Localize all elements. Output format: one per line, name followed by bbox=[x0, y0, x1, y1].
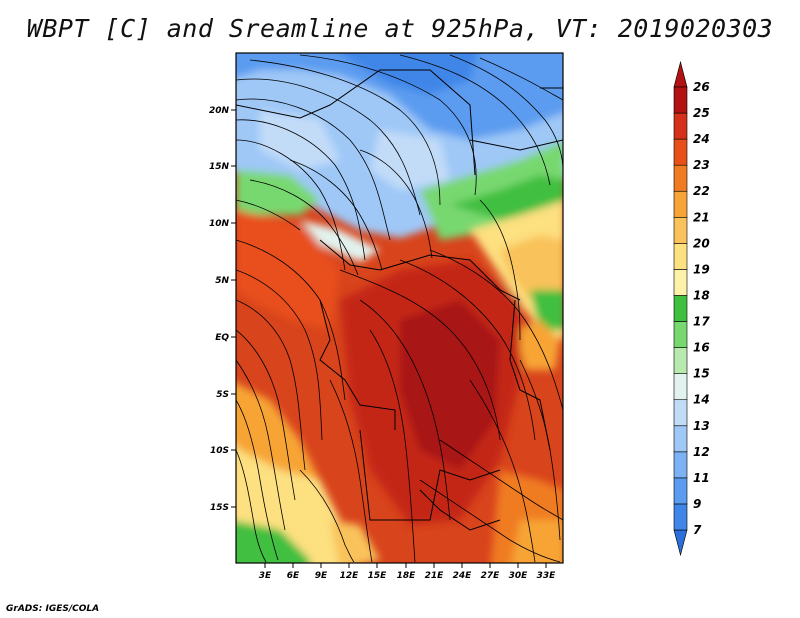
lon-label-30e: 30E bbox=[509, 571, 529, 581]
wbpt-shading bbox=[236, 53, 563, 563]
country-borders bbox=[236, 69, 563, 531]
colorbar-swatch bbox=[673, 321, 688, 348]
plot-frame bbox=[235, 52, 564, 564]
lat-label-5s: 5S bbox=[216, 390, 229, 400]
colorbar-label: 24 bbox=[693, 132, 710, 146]
lat-label-eq: EQ bbox=[215, 333, 229, 343]
lon-label-9e: 9E bbox=[315, 571, 328, 581]
lat-label-20n: 20N bbox=[209, 106, 230, 116]
colorbar-label: 11 bbox=[693, 471, 710, 485]
colorbar-label: 14 bbox=[693, 393, 710, 407]
lon-label-18e: 18E bbox=[397, 571, 417, 581]
colorbar-label: 23 bbox=[693, 158, 710, 172]
lat-label-10n: 10N bbox=[209, 219, 230, 229]
colorbar-label: 9 bbox=[693, 497, 701, 511]
colorbar-swatch bbox=[673, 269, 688, 296]
colorbar-label: 15 bbox=[693, 367, 710, 381]
map-title: WBPT [C] and Sreamline at 925hPa, VT: 20… bbox=[26, 14, 774, 43]
lat-label-5n: 5N bbox=[215, 276, 229, 286]
colorbar-swatch bbox=[673, 164, 688, 192]
lon-label-33e: 33E bbox=[537, 571, 557, 581]
colorbar-swatch bbox=[673, 503, 688, 531]
colorbar-swatch bbox=[673, 425, 688, 453]
colorbar-label: 22 bbox=[693, 184, 710, 198]
colorbar-swatch bbox=[673, 477, 688, 505]
colorbar-swatch bbox=[673, 347, 688, 374]
colorbar-labels: 7 9 11 12 13 14 15 16 17 18 19 20 21 22 23 24 25 26 bbox=[693, 80, 710, 537]
colorbar-swatch bbox=[673, 112, 688, 140]
colorbar-swatch bbox=[673, 86, 688, 114]
colorbar-top-arrow bbox=[673, 60, 688, 88]
colorbar: 7 9 11 12 13 14 15 16 17 18 19 20 21 22 23 24 25 26 bbox=[673, 60, 710, 557]
lon-label-24e: 24E bbox=[453, 571, 473, 581]
colorbar-label: 13 bbox=[693, 419, 710, 433]
colorbar-swatch bbox=[673, 216, 688, 244]
colorbar-label: 7 bbox=[693, 523, 702, 537]
colorbar-label: 18 bbox=[693, 288, 710, 302]
colorbar-label: 25 bbox=[693, 106, 710, 120]
lon-label-27e: 27E bbox=[481, 571, 501, 581]
lat-label-15n: 15N bbox=[209, 162, 230, 172]
colorbar-label: 20 bbox=[693, 236, 710, 250]
colorbar-swatch bbox=[673, 295, 688, 322]
colorbar-swatch bbox=[673, 373, 688, 401]
lat-label-15s: 15S bbox=[210, 503, 229, 513]
lon-label-3e: 3E bbox=[259, 571, 272, 581]
colorbar-label: 12 bbox=[693, 445, 710, 459]
colorbar-swatch bbox=[673, 190, 688, 218]
colorbar-swatch bbox=[673, 243, 688, 270]
colorbar-label: 21 bbox=[693, 210, 710, 224]
colorbar-label: 26 bbox=[693, 80, 710, 94]
colorbar-label: 17 bbox=[693, 315, 710, 329]
credit-text: GrADS: IGES/COLA bbox=[6, 604, 100, 614]
latitude-axis: 20N 15N 10N 5N EQ 5S 10S 15S bbox=[209, 106, 236, 513]
lon-label-6e: 6E bbox=[287, 571, 300, 581]
lon-label-21e: 21E bbox=[425, 571, 445, 581]
lat-label-10s: 10S bbox=[210, 446, 229, 456]
colorbar-swatch bbox=[673, 399, 688, 427]
colorbar-swatch bbox=[673, 138, 688, 166]
colorbar-bottom-arrow bbox=[673, 529, 688, 557]
colorbar-label: 16 bbox=[693, 341, 710, 355]
colorbar-swatches bbox=[673, 60, 688, 557]
lon-label-12e: 12E bbox=[340, 571, 360, 581]
lon-label-15e: 15E bbox=[368, 571, 388, 581]
colorbar-swatch bbox=[673, 451, 688, 479]
longitude-axis: 3E 6E 9E 12E 15E 18E 21E 24E 27E 30E 33E bbox=[259, 563, 556, 581]
colorbar-label: 19 bbox=[693, 262, 710, 276]
